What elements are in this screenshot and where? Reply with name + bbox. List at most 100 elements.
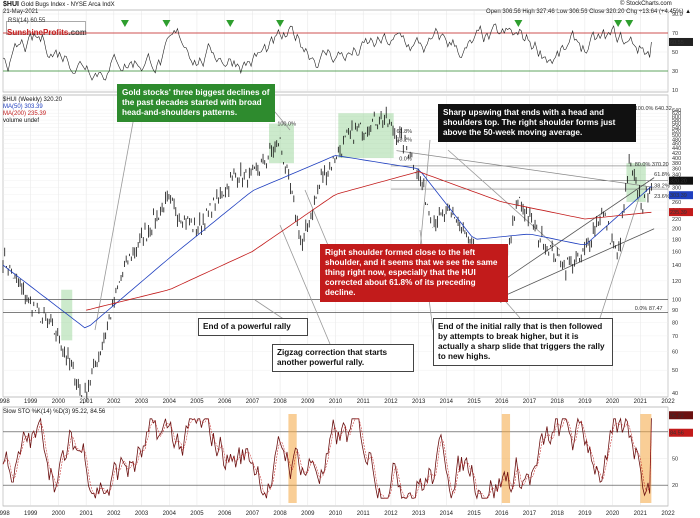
x-tick-label: 1998	[0, 511, 10, 517]
trend-line	[495, 177, 655, 286]
price-axis-label: 600	[672, 115, 681, 121]
ma200-value-tag-bg	[669, 208, 693, 217]
annotation-sharp-upswing: Sharp upswing that ends with a head and …	[438, 104, 636, 142]
price-legend: $HUI (Weekly) 320.20	[3, 97, 62, 103]
x-tick-label: 2001	[79, 511, 93, 517]
x-tick-label: 2014	[440, 399, 454, 405]
ma200-value-tag: 235.39	[670, 210, 687, 216]
fib-label: 0.0%	[399, 157, 412, 163]
rsi-legend: RSI(14) 60.55	[8, 18, 46, 24]
signal-arrow-icon	[120, 20, 129, 27]
hs-pattern-box	[338, 113, 394, 158]
x-tick-label: 2019	[578, 511, 592, 517]
x-tick-label: 2017	[523, 511, 537, 517]
price-axis-label: 440	[672, 146, 681, 152]
x-tick-label: 2014	[440, 511, 454, 517]
ma200-line	[86, 171, 652, 311]
x-tick-label: 2012	[384, 399, 398, 405]
x-tick-label: 1998	[0, 399, 10, 405]
price-axis-label: 60	[672, 350, 678, 356]
rsi-line	[2, 23, 652, 81]
x-tick-label: 2006	[218, 399, 232, 405]
x-tick-label: 2021	[634, 511, 648, 517]
rsi-value-tag-bg	[669, 37, 693, 46]
signal-arrow-icon	[614, 20, 623, 27]
price-value-tag-bg	[669, 176, 693, 185]
signal-arrow-icon	[276, 20, 285, 27]
x-tick-label: 2000	[52, 511, 66, 517]
price-axis-label: 400	[672, 156, 681, 162]
ma200-legend: MA(200) 235.39	[3, 111, 47, 117]
price-axis-label: 580	[672, 118, 681, 124]
rsi-value-tag: 60.55	[670, 40, 684, 46]
signal-arrow-icon	[514, 20, 523, 27]
x-tick-label: 2004	[163, 511, 177, 517]
rsi-axis-label: 30	[672, 69, 678, 75]
sto-highlight-box	[288, 414, 297, 503]
x-tick-label: 2020	[606, 399, 620, 405]
sto-d-tag: 84.56	[670, 431, 684, 437]
x-tick-label: 2010	[329, 399, 343, 405]
price-axis-label: 200	[672, 227, 681, 233]
price-axis-label: 90	[672, 308, 678, 314]
x-tick-label: 2003	[135, 399, 149, 405]
x-tick-label: 2020	[606, 511, 620, 517]
price-axis-label: 480	[672, 137, 681, 143]
x-tick-label: 2022	[661, 511, 675, 517]
sto-k-tag-bg	[669, 411, 693, 420]
x-tick-label: 2015	[467, 511, 481, 517]
sto-d-tag-bg	[669, 428, 693, 437]
x-tick-label: 2022	[661, 399, 675, 405]
x-tick-label: 2013	[412, 511, 426, 517]
price-axis-label: 140	[672, 263, 681, 269]
annotation-right-shoulder: Right shoulder formed close to the left …	[320, 244, 508, 302]
annotation-initial-rally: End of the initial rally that is then fo…	[433, 318, 613, 366]
price-axis-label: 300	[672, 185, 681, 191]
fib-label: 61.8%	[654, 172, 670, 178]
hs-pattern-box	[269, 123, 294, 164]
fib-label: 61.8%	[396, 129, 412, 135]
x-tick-label: 2011	[357, 399, 371, 405]
annotation-zigzag: Zigzag correction that starts another po…	[272, 344, 414, 372]
rsi-axis-label: 10	[672, 88, 678, 94]
price-axis-label: 220	[672, 217, 681, 223]
fib-label: 0.0% 87.47	[635, 306, 663, 312]
annotation-hs-patterns: Gold stocks' three biggest declines of t…	[117, 84, 275, 122]
x-tick-label: 2011	[357, 511, 371, 517]
fib-label: 100.0%	[277, 121, 296, 127]
x-tick-label: 2004	[163, 399, 177, 405]
price-axis-label: 120	[672, 279, 681, 285]
trend-line	[496, 228, 655, 300]
price-value-tag: 320.20	[670, 179, 687, 185]
price-axis-label: 260	[672, 200, 681, 206]
price-axis-label: 160	[672, 250, 681, 256]
x-tick-label: 2007	[246, 399, 260, 405]
fib-label: 23.6%	[654, 194, 670, 200]
volume-legend: volume undef	[3, 118, 40, 124]
annotation-pointer	[419, 139, 431, 251]
sto-k-line	[2, 417, 652, 500]
x-tick-label: 2017	[523, 399, 537, 405]
price-axis-label: 640	[672, 108, 681, 114]
price-axis-label: 40	[672, 391, 678, 397]
sto-k-tag: 95.22	[670, 413, 684, 419]
price-axis-label: 100	[672, 297, 681, 303]
price-axis-label: 620	[672, 111, 681, 117]
price-axis-label: 560	[672, 122, 681, 128]
x-tick-label: 2008	[273, 511, 287, 517]
price-axis-label: 500	[672, 133, 681, 139]
rsi-axis-label: 90.0	[672, 12, 683, 18]
x-tick-label: 2008	[273, 399, 287, 405]
annotation-pointer	[304, 189, 331, 251]
x-tick-label: 2007	[246, 511, 260, 517]
price-axis-label: 340	[672, 173, 681, 179]
fib-label: 100.0% 640.32	[635, 106, 672, 112]
ma50-legend: MA(50) 303.39	[3, 104, 43, 110]
annotation-pointer	[447, 149, 561, 251]
x-tick-label: 2005	[190, 511, 204, 517]
x-tick-label: 2018	[550, 399, 564, 405]
fib-label: 38.2%	[396, 138, 412, 144]
rsi-axis-label: 70	[672, 31, 678, 37]
x-tick-label: 2001	[79, 399, 93, 405]
x-tick-label: 2013	[412, 399, 426, 405]
